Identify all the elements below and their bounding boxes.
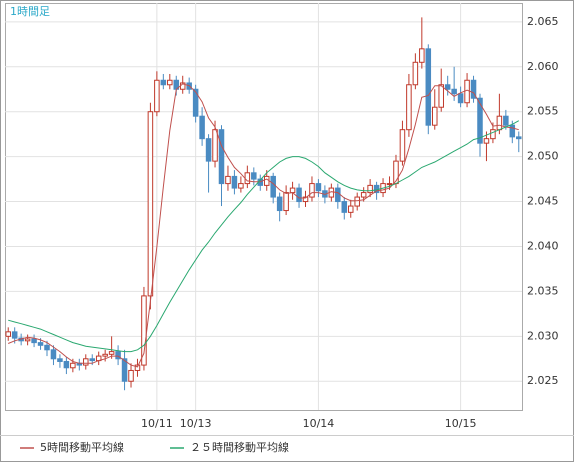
legend-label: ２５時間移動平均線	[190, 440, 289, 454]
candle-body	[11, 331, 18, 339]
y-tick-label: 2.025	[527, 374, 559, 387]
candle-body	[160, 79, 167, 86]
y-tick-label: 2.045	[527, 195, 559, 208]
candle-body	[192, 88, 199, 117]
candle-body	[386, 183, 393, 186]
candle-body	[238, 183, 244, 189]
candle-body	[367, 184, 373, 194]
candle-body	[451, 88, 457, 95]
candle-body	[315, 183, 322, 192]
candle-body	[425, 48, 432, 126]
candle-body	[470, 79, 477, 99]
candle-body	[63, 360, 70, 369]
candle-body	[115, 351, 121, 360]
candle-body	[496, 115, 503, 131]
y-tick-label: 2.060	[527, 60, 559, 73]
candle-body	[57, 358, 63, 362]
candle-body	[225, 175, 231, 185]
candle-body	[399, 129, 406, 162]
y-tick-label: 2.040	[527, 239, 559, 252]
candle-body	[212, 129, 218, 162]
candle-body	[244, 172, 251, 185]
candle-body	[167, 79, 173, 86]
y-tick-label: 2.030	[527, 329, 559, 342]
candle-body	[270, 175, 276, 198]
candle-body	[102, 353, 108, 357]
y-tick-label: 2.035	[527, 284, 559, 297]
candle-body	[360, 192, 367, 198]
candle-body	[218, 129, 225, 185]
candle-body	[503, 115, 509, 126]
x-tick-label: 10/14	[303, 417, 335, 430]
candle-body	[283, 192, 289, 212]
y-tick-label: 2.050	[527, 150, 559, 163]
candle-body	[154, 79, 160, 113]
x-tick-label: 10/15	[445, 417, 477, 430]
candle-body	[431, 106, 438, 126]
y-tick-label: 2.065	[527, 15, 559, 28]
candle-body	[251, 172, 257, 180]
legend-label: 5時間移動平均線	[40, 440, 124, 454]
candle-body	[141, 295, 147, 366]
candle-body	[205, 138, 212, 162]
candle-body	[50, 349, 57, 360]
candle-body	[128, 369, 134, 382]
candle-body	[24, 338, 31, 342]
candle-body	[477, 97, 483, 144]
candle-body	[231, 175, 238, 189]
candle-body	[289, 187, 296, 194]
candle-body	[483, 138, 490, 144]
candle-body	[5, 331, 11, 337]
candle-body	[347, 205, 354, 213]
x-tick-label: 10/13	[180, 417, 212, 430]
candle-body	[335, 187, 341, 203]
candle-body	[438, 84, 444, 108]
candle-body	[276, 196, 283, 212]
ma-line	[8, 120, 520, 353]
candle-body	[509, 124, 516, 138]
candle-body	[406, 84, 412, 131]
candle-body	[134, 364, 141, 371]
candle-body	[444, 84, 451, 90]
candle-body	[83, 358, 89, 366]
candle-body	[302, 196, 309, 203]
candle-body	[89, 358, 96, 362]
candle-body	[31, 338, 37, 344]
candle-body	[419, 48, 425, 63]
y-tick-label: 2.055	[527, 105, 559, 118]
candle-body	[263, 175, 270, 186]
candle-body	[464, 79, 470, 104]
candle-body	[490, 129, 496, 140]
candle-body	[108, 351, 115, 355]
candle-body	[44, 344, 50, 351]
candle-body	[354, 196, 360, 207]
x-tick-label: 10/11	[141, 417, 173, 430]
candle-body	[341, 201, 348, 213]
candle-body	[412, 61, 419, 86]
ma-line	[8, 83, 519, 368]
candle-body	[70, 362, 76, 369]
candle-body	[516, 136, 522, 140]
candle-body	[37, 342, 44, 346]
candle-body	[296, 187, 302, 203]
candle-body	[457, 93, 464, 104]
chart-title: 1時間足	[10, 5, 50, 18]
candle-body	[121, 358, 128, 382]
candle-body	[309, 183, 315, 198]
candle-body	[147, 111, 154, 297]
plot-area	[5, 3, 523, 411]
candle-body	[199, 115, 205, 140]
